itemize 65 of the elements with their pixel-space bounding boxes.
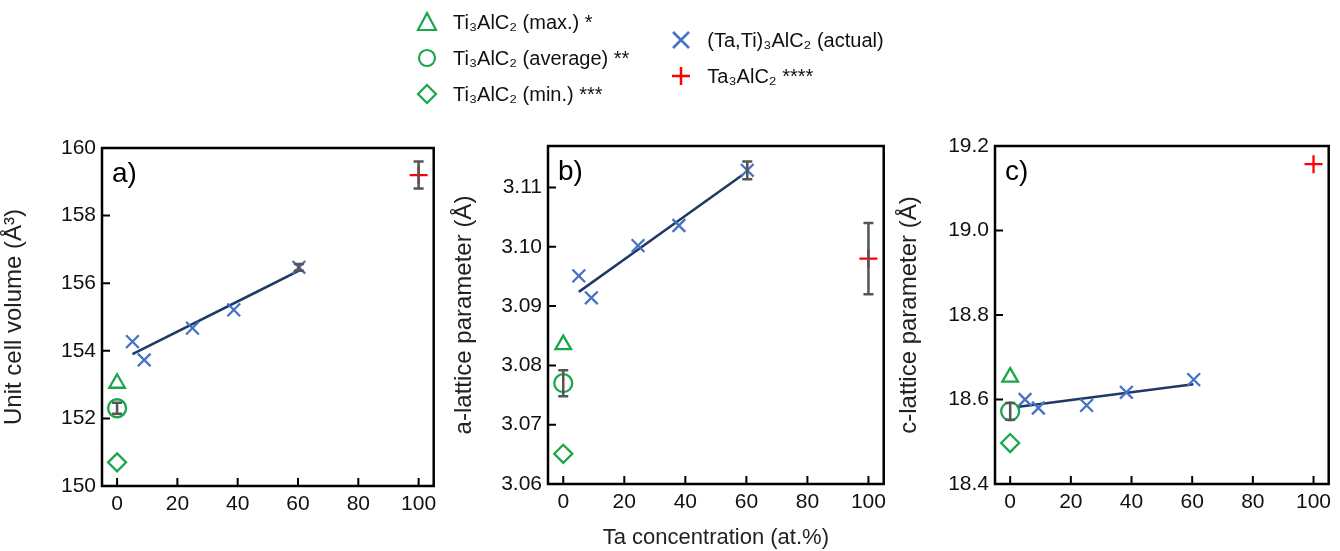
x-tick-label: 60 — [1180, 489, 1204, 513]
point — [1303, 154, 1324, 175]
point — [106, 452, 128, 473]
y-tick-label: 3.11 — [502, 174, 542, 198]
y-tick-label: 19.0 — [948, 217, 989, 241]
y-tick-label: 160 — [60, 134, 96, 158]
y-tick-label: 150 — [60, 472, 96, 496]
point — [1017, 391, 1033, 408]
y-tick-label: 152 — [60, 405, 96, 429]
y-axis-title: Unit cell volume (Å³) — [0, 208, 27, 426]
x-tick-label: 60 — [734, 489, 759, 513]
point — [583, 290, 599, 306]
y-tick-label: 156 — [60, 270, 96, 293]
legend-label: (Ta,Ti)₃AlC₂ (actual) — [707, 28, 884, 52]
x-tick-label: 80 — [795, 489, 820, 513]
legend-label: Ti₃AlC₂ (average) ** — [453, 46, 630, 70]
x-tick-label: 100 — [401, 491, 437, 515]
point — [553, 373, 574, 394]
point — [1079, 397, 1095, 413]
y-tick-label: 3.06 — [501, 470, 542, 494]
point — [184, 320, 200, 336]
y-tick-label: 18.6 — [948, 386, 989, 410]
y-axis-title: c-lattice parameter (Å) — [894, 196, 922, 434]
point — [630, 238, 646, 254]
x-tick-label: 0 — [111, 491, 123, 515]
legend-label: Ti₃AlC₂ (max.) * — [453, 10, 593, 34]
annotation: b) — [558, 154, 583, 186]
y-tick-label: 3.09 — [501, 292, 542, 316]
x-tick-label: 0 — [1004, 489, 1017, 513]
x-tick-label: 20 — [612, 489, 636, 513]
point — [553, 443, 574, 464]
point — [571, 268, 587, 284]
x-tick-label: 20 — [165, 491, 190, 515]
y-tick-label: 154 — [60, 337, 97, 361]
annotation: c) — [1005, 154, 1029, 186]
x-tick-label: 20 — [1059, 489, 1083, 513]
y-tick-label: 3.07 — [501, 411, 542, 435]
y-tick-label: 158 — [60, 202, 96, 226]
y-tick-label: 3.08 — [501, 352, 542, 376]
y-tick-label: 3.10 — [501, 233, 542, 257]
legend-label: Ta₃AlC₂ **** — [707, 64, 814, 88]
x-tick-label: 80 — [1241, 489, 1265, 513]
x-tick-label: 40 — [673, 489, 698, 513]
x-tick-label: 40 — [1119, 489, 1144, 513]
x-tick-label: 0 — [557, 489, 570, 513]
y-axis-title: a-lattice parameter (Å) — [449, 195, 477, 435]
y-tick-label: 18.4 — [948, 470, 990, 494]
x-tick-label: 100 — [1296, 489, 1332, 513]
y-tick-label: 19.2 — [948, 132, 989, 156]
point — [124, 334, 140, 350]
point — [1118, 384, 1134, 400]
legend-label: Ti₃AlC₂ (min.) *** — [453, 82, 603, 106]
point — [671, 217, 687, 233]
point — [1000, 432, 1021, 454]
point — [136, 352, 152, 368]
y-tick-label: 18.8 — [948, 301, 989, 325]
x-tick-label: 40 — [226, 491, 250, 515]
point — [1186, 372, 1202, 388]
point — [226, 302, 242, 318]
x-tick-label: 100 — [850, 489, 886, 513]
annotation: a) — [112, 156, 137, 188]
point — [1030, 400, 1046, 416]
x-axis-title: Ta concentration (at.%) — [602, 523, 829, 549]
x-tick-label: 80 — [346, 491, 370, 515]
x-tick-label: 60 — [286, 491, 310, 515]
